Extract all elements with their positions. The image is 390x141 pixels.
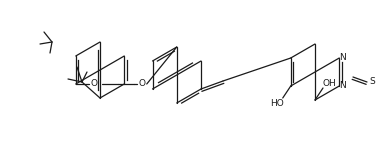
Text: N: N xyxy=(339,81,346,91)
Text: O: O xyxy=(90,80,97,89)
Text: S: S xyxy=(369,78,375,86)
Text: OH: OH xyxy=(322,80,336,89)
Text: N: N xyxy=(339,53,346,62)
Text: O: O xyxy=(138,80,145,89)
Text: HO: HO xyxy=(270,100,284,109)
